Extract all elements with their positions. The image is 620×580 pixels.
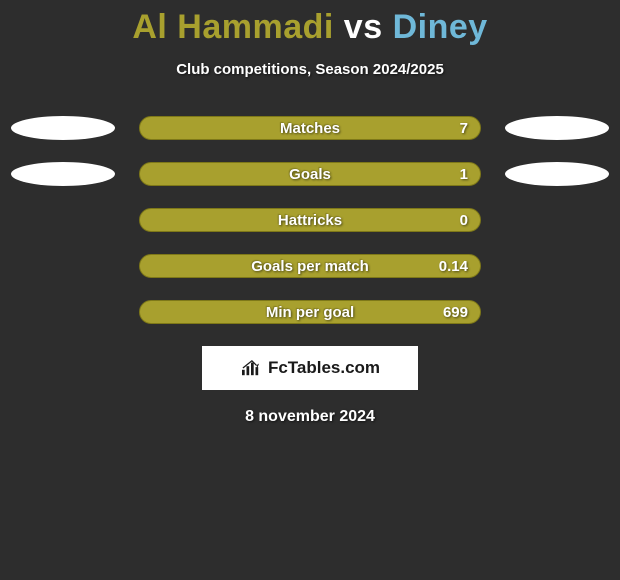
title-vs: vs — [334, 8, 393, 46]
stat-bar: Min per goal 699 — [139, 300, 481, 324]
stat-row: Hattricks 0 — [0, 208, 620, 232]
left-ellipse — [11, 162, 115, 186]
logo-text: FcTables.com — [268, 358, 380, 378]
title-player1: Al Hammadi — [132, 8, 334, 46]
stat-label: Min per goal — [266, 304, 354, 321]
stat-bar: Hattricks 0 — [139, 208, 481, 232]
logo-box: FcTables.com — [202, 346, 418, 390]
subtitle: Club competitions, Season 2024/2025 — [0, 61, 620, 78]
left-ellipse — [11, 116, 115, 140]
stat-label: Matches — [280, 120, 340, 137]
stat-value: 1 — [460, 166, 468, 183]
title-player2: Diney — [393, 8, 488, 46]
stat-label: Goals — [289, 166, 331, 183]
right-ellipse — [505, 162, 609, 186]
page-title: Al Hammadi vs Diney — [0, 0, 620, 47]
stat-value: 7 — [460, 120, 468, 137]
stat-value: 0 — [460, 212, 468, 229]
stat-label: Hattricks — [278, 212, 342, 229]
stat-value: 699 — [443, 304, 468, 321]
stats-area: Matches 7 Goals 1 Hattricks 0 Goals per match 0… — [0, 116, 620, 324]
stat-row: Goals 1 — [0, 162, 620, 186]
stat-value: 0.14 — [439, 258, 468, 275]
date-text: 8 november 2024 — [0, 408, 620, 426]
stat-row: Min per goal 699 — [0, 300, 620, 324]
stat-bar: Goals 1 — [139, 162, 481, 186]
stat-row: Goals per match 0.14 — [0, 254, 620, 278]
chart-icon — [240, 359, 262, 377]
stat-row: Matches 7 — [0, 116, 620, 140]
right-ellipse — [505, 116, 609, 140]
stat-bar: Goals per match 0.14 — [139, 254, 481, 278]
stat-label: Goals per match — [251, 258, 369, 275]
stat-bar: Matches 7 — [139, 116, 481, 140]
